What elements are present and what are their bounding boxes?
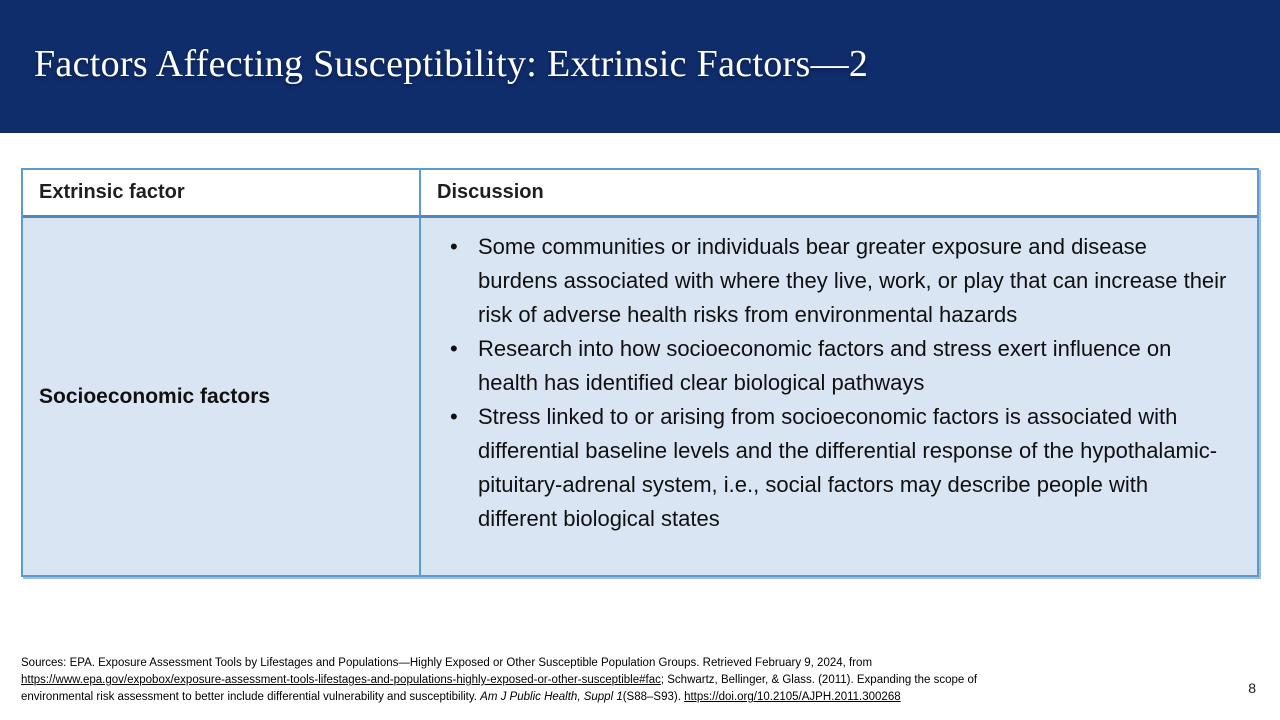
epa-expobox-link[interactable]: https://www.epa.gov/expobox/exposure-ass… — [21, 674, 661, 686]
sources-footnote: Sources: EPA. Exposure Assessment Tools … — [21, 655, 1211, 706]
page-number: 8 — [1248, 680, 1256, 696]
sources-line2-rest: ; Schwartz, Bellinger, & Glass. (2011). … — [660, 674, 978, 686]
journal-title: Am J Public Health, Suppl 1 — [480, 691, 623, 703]
doi-link[interactable]: https://doi.org/10.2105/AJPH.2011.300268 — [684, 691, 901, 703]
bullet-item: Research into how socioeconomic factors … — [441, 332, 1231, 400]
discussion-bullet-list: Some communities or individuals bear gre… — [441, 230, 1245, 536]
sources-line3-start: environmental risk assessment to better … — [21, 691, 481, 703]
table-header-discussion: Discussion — [421, 170, 1257, 218]
extrinsic-factors-table: Extrinsic factor Discussion Socioeconomi… — [21, 168, 1259, 577]
title-banner: Factors Affecting Susceptibility: Extrin… — [0, 0, 1280, 133]
sources-line3-pages: (S88–S93). — [622, 691, 685, 703]
factor-cell-socioeconomic: Socioeconomic factors — [23, 218, 421, 575]
sources-line1: Sources: EPA. Exposure Assessment Tools … — [21, 657, 873, 669]
slide-title: Factors Affecting Susceptibility: Extrin… — [34, 43, 869, 85]
bullet-item: Some communities or individuals bear gre… — [441, 230, 1231, 332]
table-header-extrinsic-factor: Extrinsic factor — [23, 170, 421, 218]
bullet-item: Stress linked to or arising from socioec… — [441, 400, 1231, 536]
discussion-cell: Some communities or individuals bear gre… — [421, 218, 1257, 575]
